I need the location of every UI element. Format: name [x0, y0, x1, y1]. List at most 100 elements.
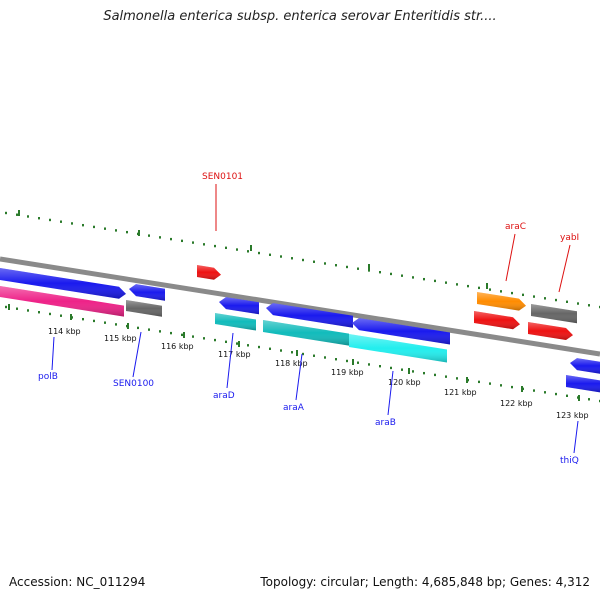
outer-tick-dot [258, 251, 260, 255]
tick-label: 121 kbp [444, 388, 477, 397]
inner-tick-dot [258, 345, 260, 349]
inner-tick-dot [313, 354, 315, 357]
inner-tick-dot [412, 370, 414, 373]
feature-magenta-polB-shading [0, 286, 124, 317]
outer-tick-dot [434, 279, 436, 283]
inner-tick-dot [49, 312, 51, 316]
inner-major-tick [8, 304, 10, 310]
gene-label[interactable]: araD [213, 391, 235, 401]
outer-major-tick [368, 264, 370, 270]
inner-tick-dot [137, 326, 139, 330]
inner-tick-dot [16, 307, 18, 310]
inner-tick-dot [423, 371, 425, 375]
outer-tick-dot [423, 277, 425, 281]
inner-tick-dot [27, 309, 29, 312]
inner-tick-dot [401, 368, 403, 371]
gene-label[interactable]: SEN0100 [113, 379, 154, 389]
feature-red-SEN0101-shading [197, 265, 221, 280]
inner-major-tick [466, 377, 468, 383]
inner-tick-dot [302, 352, 304, 356]
inner-tick-dot [280, 349, 282, 352]
outer-tick-dot [456, 283, 458, 286]
outer-tick-dot [500, 290, 502, 293]
accession-label: Accession: NC_011294 [9, 575, 146, 589]
feature-orange-araC-shading [477, 292, 526, 311]
leader-line [387, 370, 394, 416]
gene-label[interactable]: polB [38, 372, 58, 382]
feature-blue-polB-upstream-shading [0, 268, 126, 299]
leader-line [505, 233, 516, 282]
kbp-tick-labels: 114 kbp 115 kbp 116 kbp 117 kbp 118 kbp 119 k… [48, 327, 589, 420]
inner-major-tick [521, 386, 523, 392]
inner-tick-dot [478, 380, 480, 384]
outer-tick-dot [192, 241, 194, 244]
gene-label[interactable]: araB [375, 418, 396, 428]
outer-tick-dot [577, 302, 579, 305]
leader-line [573, 420, 579, 454]
inner-tick-dot [104, 321, 106, 324]
outer-tick-dot [533, 295, 535, 298]
inner-tick-dot [390, 366, 392, 370]
gene-label[interactable]: araA [283, 403, 305, 413]
inner-major-tick [352, 359, 354, 365]
tick-label: 119 kbp [331, 368, 364, 377]
outer-tick-dot [478, 286, 480, 290]
gene-label[interactable]: araC [505, 222, 526, 232]
outer-tick-dot [16, 213, 18, 216]
outer-tick-dot [104, 227, 106, 230]
leader-line [226, 332, 234, 389]
outer-tick-dot [5, 211, 7, 215]
inner-tick-dot [588, 398, 590, 401]
outer-tick-dot [214, 244, 216, 248]
genome-backbone [0, 256, 600, 357]
outer-tick-ring [5, 210, 600, 309]
feature-gray-SEN0100-shading [126, 300, 162, 317]
feature-red-yabI-shading [528, 322, 573, 340]
outer-tick-dot [159, 236, 161, 239]
outer-tick-dot [247, 250, 249, 253]
inner-tick-dot [566, 394, 568, 397]
feature-cyan-araA-shading [263, 320, 349, 346]
inner-major-tick [578, 395, 580, 401]
inner-tick-dot [5, 305, 7, 309]
gene-label[interactable]: SEN0101 [202, 172, 243, 182]
inner-tick-dot [346, 359, 348, 363]
tick-label: 123 kbp [556, 411, 589, 420]
feature-gray-yabI-shading [531, 304, 577, 324]
inner-tick-dot [159, 330, 161, 333]
feature-lightcyan-araB-shading [349, 334, 447, 363]
gene-label[interactable]: yabI [560, 233, 579, 243]
tick-label: 118 kbp [275, 359, 308, 368]
outer-tick-dot [335, 264, 337, 267]
outer-major-tick [250, 245, 252, 251]
gene-label[interactable]: thiQ [560, 456, 579, 466]
outer-tick-dot [544, 297, 546, 300]
outer-tick-dot [346, 265, 348, 269]
feature-blue-thiQ-shading [570, 358, 600, 374]
inner-tick-dot [93, 319, 95, 323]
inner-tick-dot [148, 328, 150, 331]
outer-tick-dot [401, 274, 403, 277]
inner-tick-dot [38, 311, 40, 314]
outer-tick-dot [291, 257, 293, 260]
map-title: Salmonella enterica subsp. enterica sero… [103, 9, 497, 24]
inner-tick-dot [357, 361, 359, 364]
outer-tick-dot [566, 300, 568, 303]
outer-tick-dot [379, 270, 381, 274]
inner-tick-dot [181, 333, 183, 337]
inner-tick-dot [555, 392, 557, 396]
inner-tick-dot [60, 314, 62, 317]
outer-tick-dot [93, 225, 95, 229]
inner-tick-dot [214, 338, 216, 342]
gene-labels: polB SEN0100 SEN0101 araD araA araB araC yabI th… [38, 172, 579, 466]
outer-tick-dot [511, 291, 513, 295]
outer-tick-dot [313, 260, 315, 263]
outer-tick-dot [390, 272, 392, 276]
inner-tick-dot [82, 317, 84, 321]
inner-major-tick [238, 341, 240, 347]
outer-tick-dot [60, 220, 62, 223]
topology-label: Topology: circular; Length: 4,685,848 bp… [260, 575, 590, 589]
feature-blue-SEN0100-shading [129, 284, 165, 301]
inner-tick-dot [434, 373, 436, 377]
